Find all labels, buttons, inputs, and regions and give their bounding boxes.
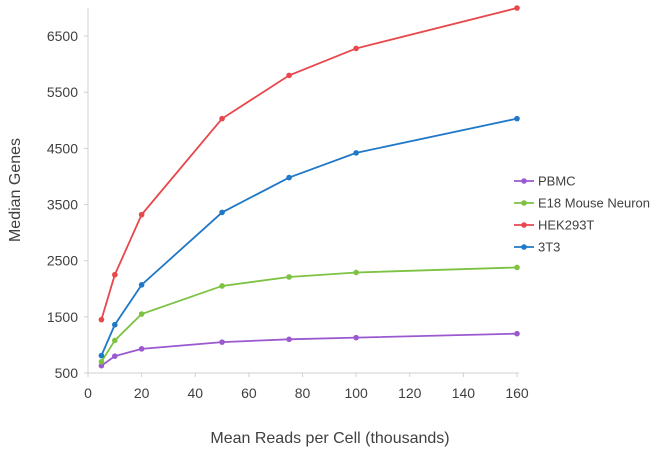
data-point-3t3 <box>112 321 118 328</box>
x-tick-label: 80 <box>295 385 311 401</box>
y-axis-title: Median Genes <box>7 138 24 242</box>
data-point-pbmc <box>514 330 520 337</box>
legend-label: HEK293T <box>538 218 594 233</box>
data-point-pbmc <box>98 362 105 369</box>
data-point-hek293t <box>98 316 105 323</box>
x-tick-label: 100 <box>344 385 368 401</box>
x-tick-label: 60 <box>241 385 257 401</box>
legend-swatch-marker <box>521 244 527 250</box>
data-point-hek293t <box>138 211 145 218</box>
axes <box>87 8 519 374</box>
y-ticks: 500 1500 2500 3500 4500 5500 6500 <box>47 28 88 381</box>
series-e18-mouse-neuron <box>98 264 520 365</box>
data-point-hek293t <box>353 45 359 52</box>
legend-item-pbmc: PBMC <box>514 174 576 189</box>
data-point-hek293t <box>112 271 118 278</box>
data-point-3t3 <box>514 115 520 122</box>
data-point-hek293t <box>219 115 225 122</box>
x-tick-label: 20 <box>134 385 150 401</box>
series-hek293t <box>98 5 520 323</box>
series-pbmc <box>98 330 520 369</box>
y-tick-label: 5500 <box>47 84 78 100</box>
data-point-e18-mouse-neuron <box>112 337 118 344</box>
legend-item-e18-mouse-neuron: E18 Mouse Neuron <box>514 196 650 211</box>
x-tick-label: 40 <box>187 385 203 401</box>
data-point-pbmc <box>286 336 292 343</box>
legend: PBMC E18 Mouse Neuron HEK293T 3T3 <box>514 174 650 255</box>
series-group <box>98 5 520 369</box>
data-point-e18-mouse-neuron <box>286 274 292 280</box>
x-tick-label: 160 <box>505 385 529 401</box>
legend-label: E18 Mouse Neuron <box>538 196 650 211</box>
data-point-pbmc <box>112 353 118 359</box>
x-tick-label: 140 <box>452 385 476 401</box>
y-tick-label: 3500 <box>47 197 78 213</box>
data-point-e18-mouse-neuron <box>353 269 359 276</box>
data-point-3t3 <box>286 174 292 181</box>
x-ticks: 0 20 40 60 80 100 120 140 160 <box>84 373 529 401</box>
legend-label: PBMC <box>538 174 576 189</box>
data-point-3t3 <box>219 209 225 216</box>
x-axis-title: Mean Reads per Cell (thousands) <box>210 430 449 447</box>
data-point-hek293t <box>514 5 520 11</box>
y-tick-label: 4500 <box>47 140 78 156</box>
series-line-3t3 <box>100 117 518 356</box>
data-point-e18-mouse-neuron <box>98 358 105 365</box>
data-point-pbmc <box>219 339 225 345</box>
y-tick-label: 6500 <box>47 28 78 44</box>
legend-label: 3T3 <box>538 240 560 255</box>
data-point-e18-mouse-neuron <box>514 264 520 271</box>
legend-swatch-marker <box>521 200 527 206</box>
series-3t3 <box>98 115 520 359</box>
legend-item-hek293t: HEK293T <box>514 218 594 233</box>
data-point-e18-mouse-neuron <box>219 283 225 289</box>
data-point-pbmc <box>353 334 359 341</box>
data-point-hek293t <box>286 72 292 79</box>
y-tick-label: 1500 <box>47 309 78 325</box>
legend-item-3t3: 3T3 <box>514 240 560 255</box>
series-line-hek293t <box>100 7 518 320</box>
x-tick-label: 0 <box>84 385 92 401</box>
legend-swatch-marker <box>521 222 527 228</box>
series-line-pbmc <box>100 332 518 367</box>
y-tick-label: 2500 <box>47 253 78 269</box>
data-point-3t3 <box>353 150 359 156</box>
data-point-3t3 <box>98 352 105 359</box>
y-tick-label: 500 <box>55 365 79 381</box>
data-point-pbmc <box>138 346 145 352</box>
data-point-3t3 <box>138 282 145 288</box>
data-point-e18-mouse-neuron <box>138 311 145 317</box>
x-tick-label: 120 <box>398 385 422 401</box>
legend-swatch-marker <box>521 178 527 184</box>
